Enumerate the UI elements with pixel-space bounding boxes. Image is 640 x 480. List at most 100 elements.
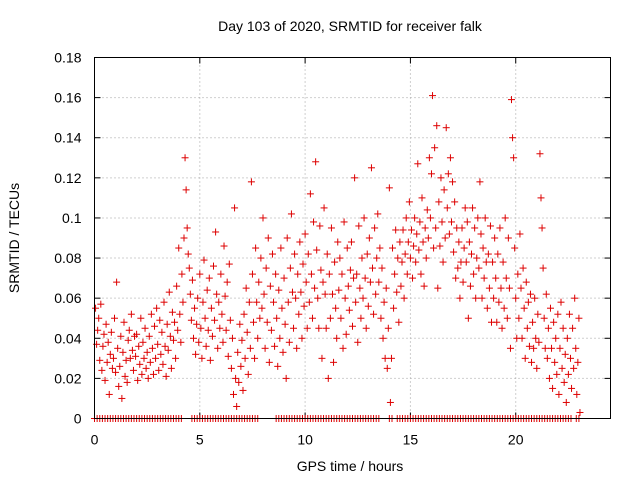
data-point xyxy=(187,316,195,324)
data-point xyxy=(400,294,408,302)
data-point xyxy=(97,300,105,308)
data-point xyxy=(219,338,227,346)
data-point xyxy=(117,332,125,340)
data-point xyxy=(207,304,215,312)
data-point xyxy=(554,310,562,318)
data-point xyxy=(188,276,196,284)
data-point xyxy=(493,318,501,326)
data-point xyxy=(377,314,385,322)
y-axis-ticks: 0 0.02 0.04 0.06 0.08 0.1 0.12 0.14 0.16 0.18 xyxy=(54,50,611,427)
data-point xyxy=(135,342,143,350)
y-axis-label: SRMTID / TECUs xyxy=(6,183,22,293)
data-point xyxy=(510,154,518,162)
data-point xyxy=(223,278,231,286)
data-point xyxy=(326,314,334,322)
data-point xyxy=(470,270,478,278)
data-point xyxy=(430,244,438,252)
data-point xyxy=(387,354,395,362)
data-point xyxy=(319,278,327,286)
data-point xyxy=(440,186,448,194)
data-point xyxy=(308,314,316,322)
data-point xyxy=(486,222,494,230)
data-point xyxy=(433,122,441,130)
data-point xyxy=(122,356,130,364)
data-point xyxy=(181,154,189,162)
data-point xyxy=(557,298,565,306)
data-point xyxy=(364,302,372,310)
data-point xyxy=(350,274,358,282)
data-point xyxy=(516,230,524,238)
data-point xyxy=(366,278,374,286)
data-point xyxy=(369,264,377,272)
data-point xyxy=(120,318,128,326)
data-point xyxy=(244,370,252,378)
data-point xyxy=(240,310,248,318)
data-point xyxy=(409,274,417,282)
x-axis-label: GPS time / hours xyxy=(297,458,404,474)
data-point xyxy=(323,250,331,258)
data-point xyxy=(186,290,194,298)
data-point xyxy=(464,314,472,322)
data-point xyxy=(412,258,420,266)
data-point xyxy=(322,324,330,332)
data-point xyxy=(310,218,318,226)
data-point xyxy=(502,274,510,282)
data-point xyxy=(278,304,286,312)
data-point xyxy=(279,348,287,356)
data-point xyxy=(301,230,309,238)
data-point xyxy=(284,298,292,306)
data-point xyxy=(485,284,493,292)
data-point xyxy=(105,390,113,398)
data-point xyxy=(372,290,380,298)
data-point xyxy=(572,344,580,352)
data-point xyxy=(458,224,466,232)
data-point xyxy=(183,224,191,232)
data-point xyxy=(503,314,511,322)
data-point xyxy=(399,226,407,234)
data-point xyxy=(241,354,249,362)
data-point xyxy=(200,256,208,264)
data-point xyxy=(121,372,129,380)
data-point xyxy=(352,298,360,306)
data-point xyxy=(467,250,475,258)
data-point xyxy=(540,314,548,322)
data-point xyxy=(154,340,162,348)
data-point xyxy=(195,338,203,346)
data-point xyxy=(442,124,450,132)
data-point xyxy=(290,324,298,332)
data-point xyxy=(306,190,314,198)
data-point xyxy=(205,274,213,282)
data-point xyxy=(230,390,238,398)
data-point xyxy=(123,378,131,386)
data-point xyxy=(180,234,188,242)
data-point xyxy=(316,222,324,230)
data-point xyxy=(563,334,571,342)
data-point xyxy=(398,258,406,266)
data-point xyxy=(275,286,283,294)
data-point xyxy=(551,358,559,366)
data-point xyxy=(459,278,467,286)
data-point xyxy=(271,342,279,350)
data-point xyxy=(383,364,391,372)
data-point xyxy=(295,310,303,318)
data-point xyxy=(276,334,284,342)
data-point xyxy=(161,342,169,350)
data-point xyxy=(153,304,161,312)
data-point xyxy=(522,278,530,286)
data-point xyxy=(496,224,504,232)
data-point xyxy=(175,244,183,252)
data-point xyxy=(391,270,399,278)
y-tick-label: 0.08 xyxy=(54,250,81,266)
data-point xyxy=(136,360,144,368)
data-point xyxy=(529,318,537,326)
data-point xyxy=(118,394,126,402)
data-point xyxy=(434,284,442,292)
y-tick-label: 0.14 xyxy=(54,130,81,146)
data-point xyxy=(444,170,452,178)
data-point xyxy=(506,344,514,352)
data-point xyxy=(514,270,522,278)
data-point xyxy=(109,354,117,362)
grid-lines xyxy=(94,57,611,419)
data-point xyxy=(164,346,172,354)
data-point xyxy=(332,304,340,312)
